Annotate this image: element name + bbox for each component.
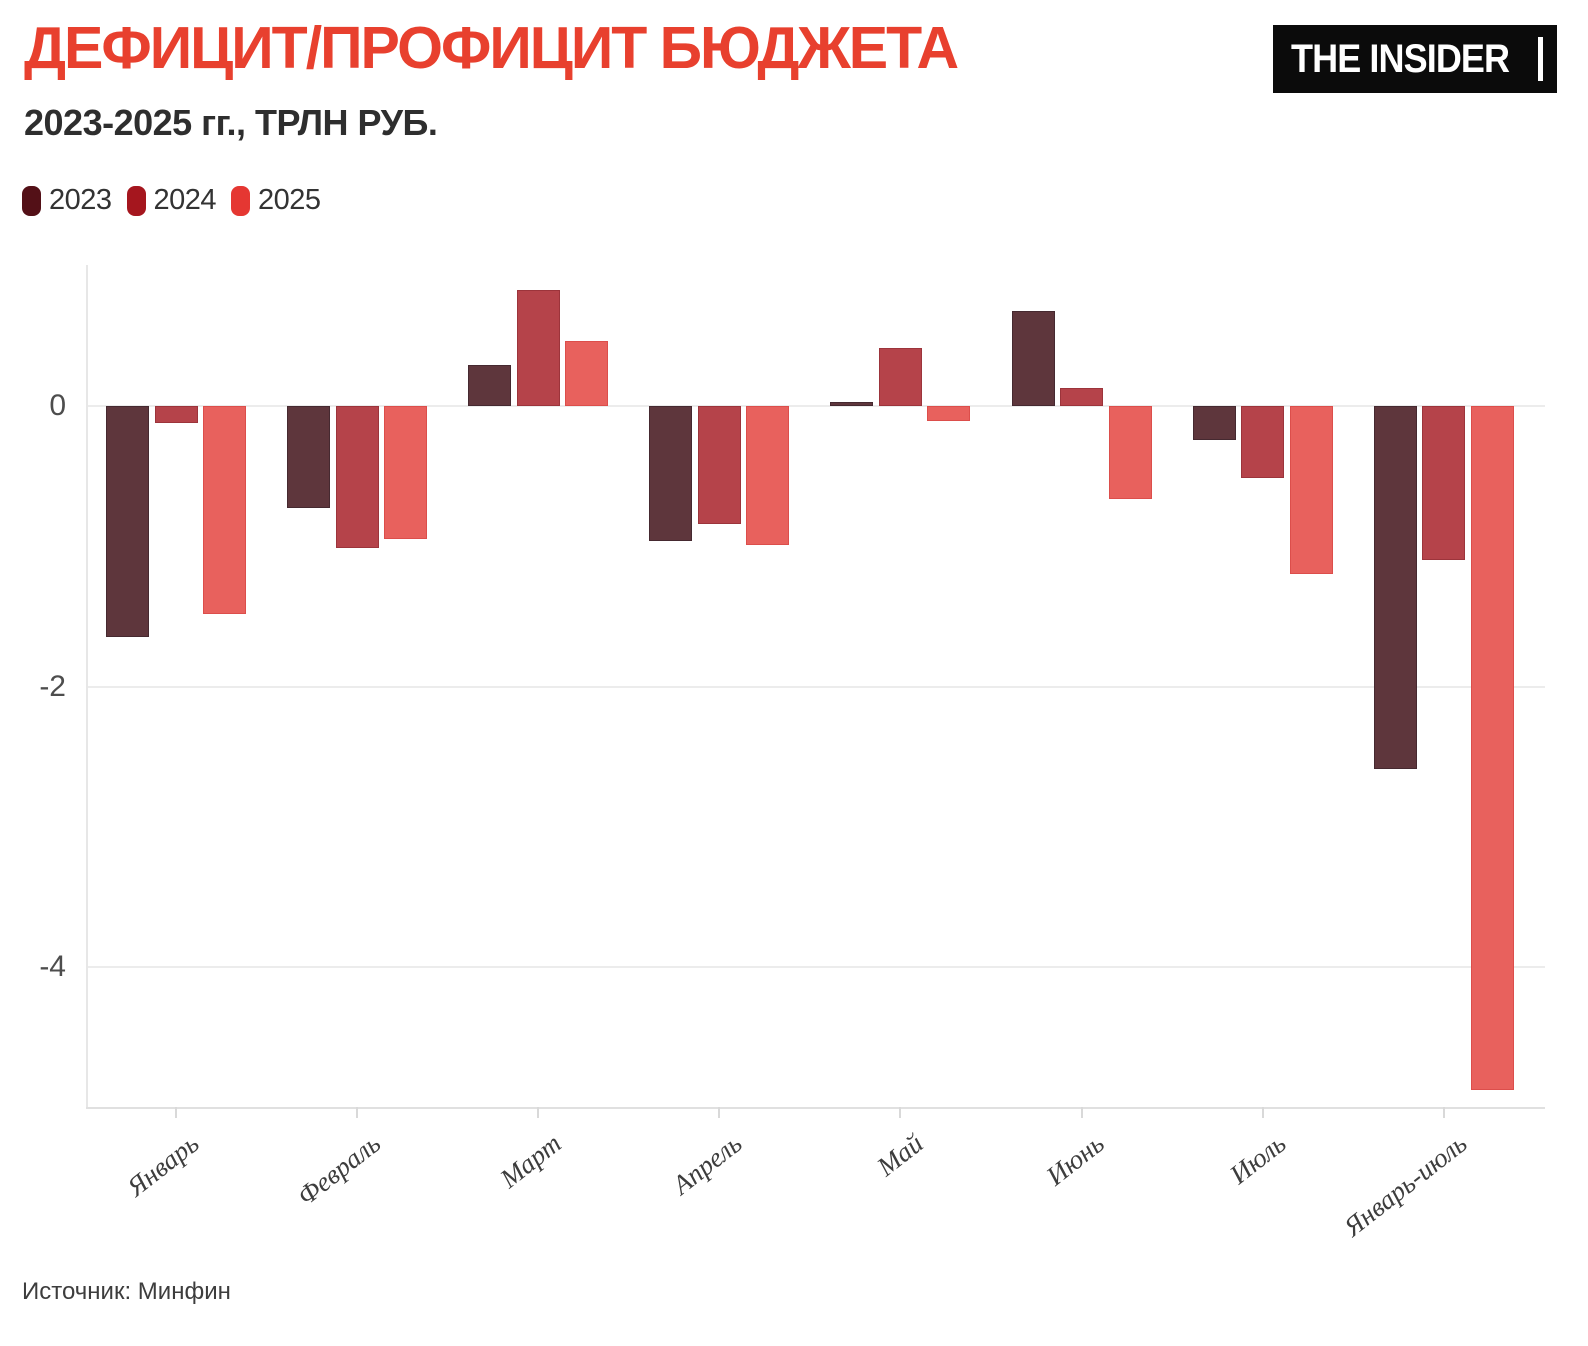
bar-2023-Апрель [649,406,693,541]
x-axis-tick-Апрель [718,1107,721,1118]
source-note: Источник: Минфин [22,1278,231,1305]
bar-2024-Июль [1241,406,1285,478]
brand-logo-cursor-mark [1538,37,1543,81]
x-axis-label-Апрель: Апрель [667,1128,748,1201]
bar-2024-Май [878,348,922,406]
legend-swatch-2024 [126,185,146,216]
x-axis-tick-Февраль [356,1107,359,1118]
x-axis-label-Июль: Июль [1223,1128,1292,1190]
x-axis-tick-Январь [175,1107,177,1118]
x-axis-label-Январь: Январь [121,1128,205,1203]
x-axis-label-Май: Май [871,1128,929,1182]
x-axis-label-Март: Март [494,1128,567,1194]
brand-logo-text: THE INSIDER [1291,36,1510,81]
bar-2024-Февраль [335,406,379,548]
bar-2025-Январь-июль [1470,406,1514,1091]
x-axis-line [86,1107,1545,1109]
bar-2024-Апрель [697,406,741,524]
x-axis-label-Февраль: Февраль [291,1128,386,1212]
y-axis-tick-label-0: 0 [49,389,66,422]
gridline-y--2 [86,685,1545,688]
bar-2025-Июль [1289,406,1333,575]
gridline-y--4 [86,966,1545,968]
bar-2024-Июнь [1060,387,1103,406]
x-axis-label-Июнь: Июнь [1040,1128,1110,1192]
x-axis-tick-Март [537,1107,540,1118]
legend-swatch-2025 [231,185,251,216]
legend-label-2025: 2025 [258,184,321,216]
bar-2025-Февраль [384,406,428,540]
legend-item-2024: 2024 [126,184,217,217]
legend-item-2025: 2025 [231,184,321,217]
legend-swatch-2023 [22,185,41,216]
bar-2023-Июль [1192,406,1236,440]
legend-label-2023: 2023 [49,184,112,216]
legend-label-2024: 2024 [153,184,217,216]
bar-2023-Май [830,401,874,406]
bar-2025-Март [565,341,609,406]
bar-2023-Январь [106,406,149,638]
x-axis-tick-Январь-июль [1442,1107,1445,1118]
bar-2023-Июнь [1011,310,1055,406]
x-axis-tick-Май [899,1107,902,1118]
gridline-y-0 [86,405,1545,407]
chart-subtitle: 2023-2025 гг., ТРЛН РУБ. [24,102,438,143]
x-axis-tick-Июнь [1080,1107,1083,1118]
chart-legend: 2023 2024 2025 [22,184,321,217]
y-axis-tick-label--4: -4 [39,950,66,983]
bar-2025-Январь [203,406,246,614]
bar-2024-Январь-июль [1422,406,1466,561]
x-axis-label-Январь-июль: Январь-июль [1337,1128,1473,1243]
bar-2025-Апрель [746,406,790,545]
y-axis-tick-label--2: -2 [39,669,66,703]
page-title: ДЕФИЦИТ/ПРОФИЦИТ БЮДЖЕТА [24,15,959,81]
bar-2023-Февраль [287,406,331,509]
bar-2023-Январь-июль [1373,406,1417,770]
bar-2025-Июнь [1108,406,1152,499]
bar-2024-Январь [154,406,198,423]
x-axis-tick-Июль [1261,1107,1264,1118]
brand-logo: THE INSIDER [1273,25,1557,93]
legend-item-2023: 2023 [22,184,112,217]
bar-2024-Март [516,289,560,406]
bar-2025-Май [927,406,971,422]
y-axis-line [86,265,88,1107]
bar-2023-Март [468,365,512,406]
